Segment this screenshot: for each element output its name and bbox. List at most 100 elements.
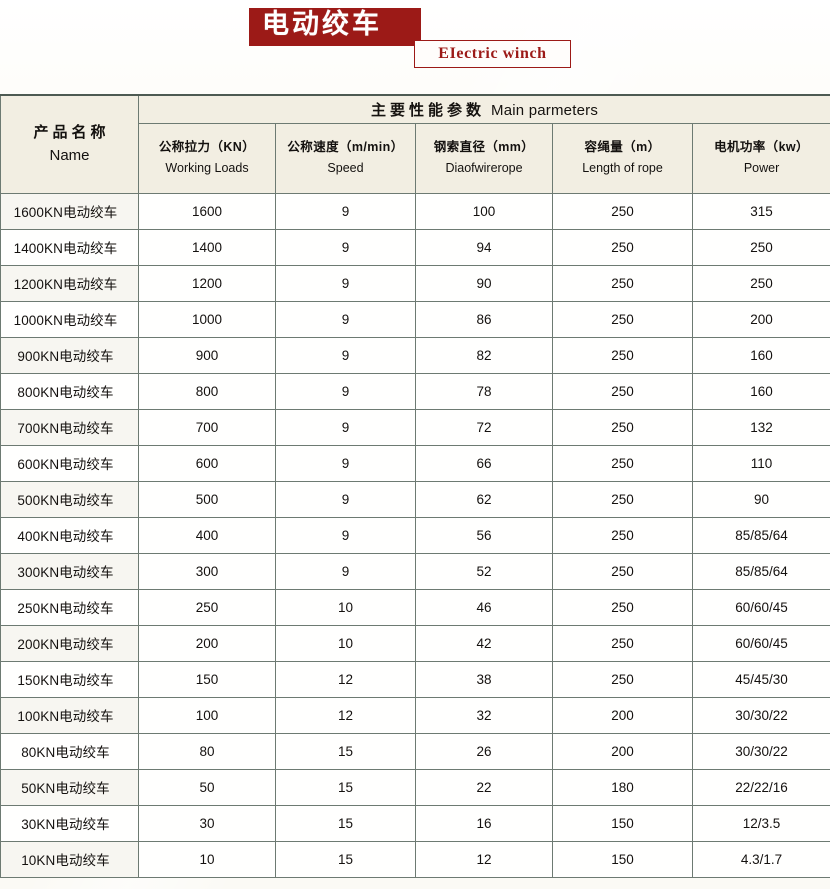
cell-working_loads: 1600 <box>138 192 276 230</box>
table-row: 1600KN电动绞车 1600 9 100 250 315 <box>0 192 830 230</box>
cell-wire_rope_diameter: 86 <box>415 300 553 338</box>
table-row: 1200KN电动绞车 1200 9 90 250 250 <box>0 264 830 302</box>
page-title-en: EIectric winch <box>438 45 547 62</box>
cell-wire_rope_diameter: 66 <box>415 444 553 482</box>
table-body: 1600KN电动绞车 1600 9 100 250 315 1400KN电动绞车 1400 9 9… <box>0 192 830 878</box>
table-header-group-row: 产品名称 Name 主要性能参数 Main parmeters <box>0 94 830 194</box>
cell-product-name: 800KN电动绞车 <box>0 372 139 410</box>
cell-speed: 9 <box>275 408 416 446</box>
cell-speed: 9 <box>275 336 416 374</box>
cell-power: 30/30/22 <box>691 732 830 770</box>
cell-length_of_rope: 180 <box>552 768 693 806</box>
column-header-power: 电机功率（kw） Power <box>691 122 830 194</box>
cell-power: 60/60/45 <box>691 588 830 626</box>
cell-wire_rope_diameter: 72 <box>415 408 553 446</box>
cell-speed: 9 <box>275 444 416 482</box>
cell-wire_rope_diameter: 38 <box>415 660 553 698</box>
table-row: 900KN电动绞车 900 9 82 250 160 <box>0 336 830 374</box>
table-row: 100KN电动绞车 100 12 32 200 30/30/22 <box>0 696 830 734</box>
cell-length_of_rope: 200 <box>552 732 693 770</box>
cell-speed: 9 <box>275 192 416 230</box>
cell-working_loads: 200 <box>138 624 276 662</box>
table-row: 800KN电动绞车 800 9 78 250 160 <box>0 372 830 410</box>
cell-power: 45/45/30 <box>691 660 830 698</box>
table-header: 产品名称 Name 主要性能参数 Main parmeters 公称拉力（KN） … <box>0 94 830 194</box>
cell-wire_rope_diameter: 32 <box>415 696 553 734</box>
table-row: 600KN电动绞车 600 9 66 250 110 <box>0 444 830 482</box>
cell-power: 60/60/45 <box>691 624 830 662</box>
column-header-power-cn: 电机功率（kw） <box>714 139 809 154</box>
cell-product-name: 250KN电动绞车 <box>0 588 139 626</box>
column-header-name-en: Name <box>49 147 90 165</box>
cell-wire_rope_diameter: 62 <box>415 480 553 518</box>
cell-product-name: 50KN电动绞车 <box>0 768 139 806</box>
cell-power: 250 <box>691 264 830 302</box>
column-header-speed-cn: 公称速度（m/min） <box>287 139 404 154</box>
cell-length_of_rope: 250 <box>552 516 693 554</box>
cell-power: 160 <box>691 372 830 410</box>
cell-power: 250 <box>691 228 830 266</box>
cell-length_of_rope: 250 <box>552 480 693 518</box>
cell-product-name: 1000KN电动绞车 <box>0 300 139 338</box>
cell-working_loads: 900 <box>138 336 276 374</box>
column-header-name-cn: 产品名称 <box>33 124 110 141</box>
cell-working_loads: 500 <box>138 480 276 518</box>
cell-wire_rope_diameter: 78 <box>415 372 553 410</box>
cell-product-name: 1200KN电动绞车 <box>0 264 139 302</box>
table-row: 250KN电动绞车 250 10 46 250 60/60/45 <box>0 588 830 626</box>
column-header-main-parameters: 主要性能参数 Main parmeters <box>137 94 830 124</box>
cell-product-name: 1600KN电动绞车 <box>0 192 139 230</box>
cell-working_loads: 250 <box>138 588 276 626</box>
cell-length_of_rope: 250 <box>552 264 693 302</box>
cell-speed: 9 <box>275 516 416 554</box>
cell-length_of_rope: 250 <box>552 408 693 446</box>
cell-product-name: 80KN电动绞车 <box>0 732 139 770</box>
cell-wire_rope_diameter: 42 <box>415 624 553 662</box>
main-parameters-label-en: Main parmeters <box>491 101 599 119</box>
cell-length_of_rope: 250 <box>552 300 693 338</box>
cell-wire_rope_diameter: 94 <box>415 228 553 266</box>
table-row: 30KN电动绞车 30 15 16 150 12/3.5 <box>0 804 830 842</box>
cell-speed: 9 <box>275 228 416 266</box>
cell-power: 90 <box>691 480 830 518</box>
cell-working_loads: 300 <box>138 552 276 590</box>
cell-length_of_rope: 250 <box>552 444 693 482</box>
column-header-wire-rope-diameter: 钢索直径（mm） Diaofwirerope <box>415 122 553 194</box>
cell-working_loads: 1000 <box>138 300 276 338</box>
cell-working_loads: 1400 <box>138 228 276 266</box>
cell-wire_rope_diameter: 46 <box>415 588 553 626</box>
page-title-cn: 电动绞车 <box>262 9 382 40</box>
cell-working_loads: 600 <box>138 444 276 482</box>
cell-power: 85/85/64 <box>691 552 830 590</box>
cell-working_loads: 1200 <box>138 264 276 302</box>
cell-wire_rope_diameter: 90 <box>415 264 553 302</box>
cell-speed: 12 <box>275 696 416 734</box>
cell-speed: 15 <box>275 804 416 842</box>
column-header-power-en: Power <box>743 161 780 175</box>
cell-working_loads: 800 <box>138 372 276 410</box>
cell-working_loads: 50 <box>138 768 276 806</box>
column-header-wire-rope-diameter-cn: 钢索直径（mm） <box>433 139 535 154</box>
cell-product-name: 700KN电动绞车 <box>0 408 139 446</box>
cell-length_of_rope: 150 <box>552 804 693 842</box>
column-header-working-loads-cn: 公称拉力（KN） <box>158 139 256 154</box>
cell-product-name: 1400KN电动绞车 <box>0 228 139 266</box>
cell-power: 30/30/22 <box>691 696 830 734</box>
cell-wire_rope_diameter: 26 <box>415 732 553 770</box>
cell-wire_rope_diameter: 12 <box>415 840 553 878</box>
cell-product-name: 400KN电动绞车 <box>0 516 139 554</box>
cell-speed: 9 <box>275 552 416 590</box>
cell-length_of_rope: 250 <box>552 624 693 662</box>
cell-wire_rope_diameter: 100 <box>415 192 553 230</box>
cell-speed: 15 <box>275 768 416 806</box>
column-header-wire-rope-diameter-en: Diaofwirerope <box>445 161 523 175</box>
cell-product-name: 100KN电动绞车 <box>0 696 139 734</box>
column-header-working-loads-en: Working Loads <box>165 161 249 175</box>
cell-power: 4.3/1.7 <box>691 840 830 878</box>
cell-working_loads: 150 <box>138 660 276 698</box>
cell-length_of_rope: 250 <box>552 192 693 230</box>
cell-wire_rope_diameter: 22 <box>415 768 553 806</box>
cell-wire_rope_diameter: 16 <box>415 804 553 842</box>
cell-length_of_rope: 250 <box>552 552 693 590</box>
